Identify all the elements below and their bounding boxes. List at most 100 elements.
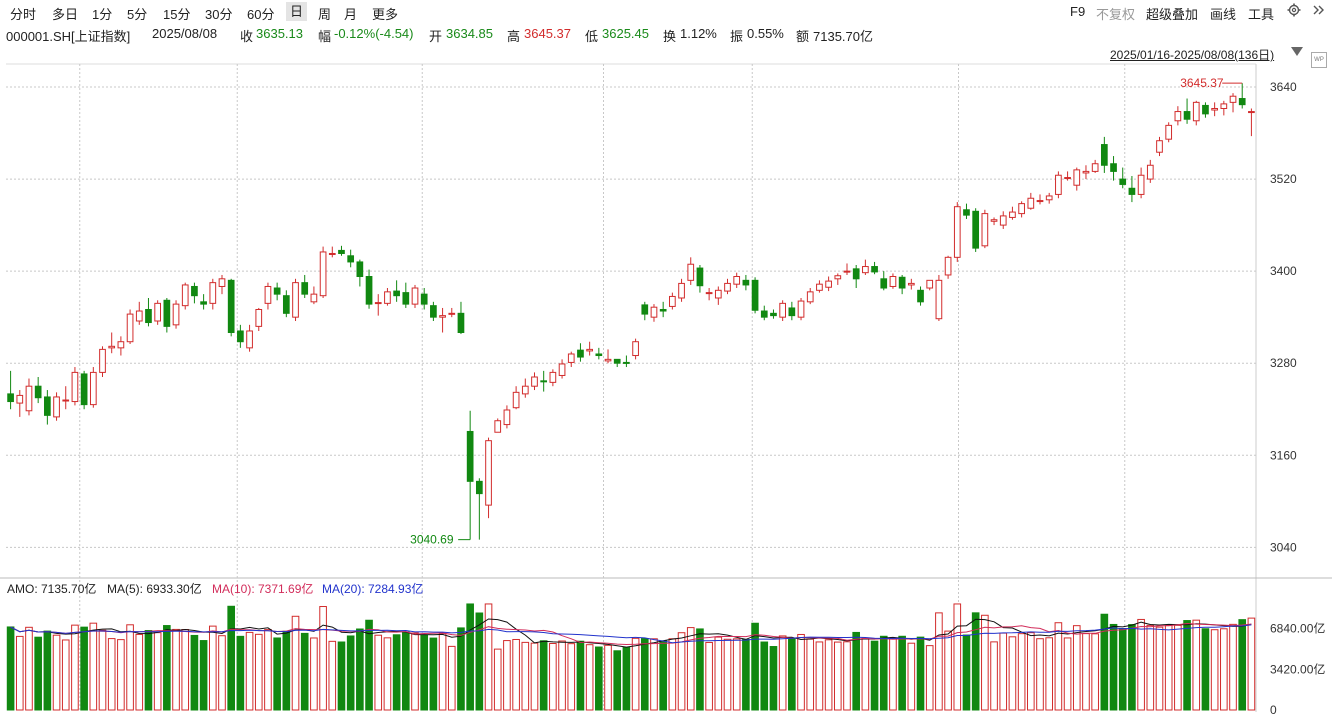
candle-down <box>34 385 42 399</box>
quote-date: 2025/08/08 <box>152 26 218 41</box>
wp-icon[interactable]: WP <box>1311 52 1327 68</box>
candle-up <box>292 282 299 318</box>
candle-up <box>1036 200 1044 203</box>
candle-up <box>494 420 502 433</box>
candle-down <box>641 304 649 315</box>
candle-down <box>963 209 970 216</box>
tab-1min[interactable]: 1分 <box>92 7 113 22</box>
candle-down <box>770 312 777 317</box>
amount-bar-down <box>769 646 778 711</box>
candle-up <box>678 282 685 299</box>
amount-bar-down <box>622 647 631 711</box>
candle-up <box>512 391 520 409</box>
f9-button[interactable]: F9 <box>1070 4 1086 19</box>
candle-up <box>135 310 143 322</box>
close-label: 收 <box>240 29 254 44</box>
amount-bar-down <box>760 641 769 711</box>
amount-bar-up <box>981 614 989 711</box>
amount-bar-down <box>659 640 667 711</box>
candle-down <box>880 278 888 289</box>
candle-up <box>255 308 263 327</box>
tab-monthly[interactable]: 月 <box>344 7 358 22</box>
close-value: 3635.13 <box>256 26 303 41</box>
candle-up <box>705 292 713 295</box>
candle-up <box>1082 170 1090 174</box>
draw-line-button[interactable]: 画线 <box>1210 7 1237 22</box>
candle-down <box>871 266 878 273</box>
amount-bar-up <box>723 638 732 711</box>
amount-bar-up <box>1137 618 1145 711</box>
gear-icon[interactable] <box>1287 3 1301 17</box>
tab-60min[interactable]: 60分 <box>247 7 275 22</box>
date-range-selector[interactable]: 2025/01/16-2025/08/08(136日) <box>1110 48 1275 62</box>
candle-down <box>200 301 207 305</box>
candle-down <box>163 299 171 327</box>
amount-bar-up <box>264 629 272 711</box>
amount-bar-up <box>61 639 70 711</box>
tab-daily[interactable]: 日 <box>286 2 308 21</box>
amount-bar-down <box>879 635 888 711</box>
amount-bar-up <box>1091 633 1099 711</box>
triangle-down-icon[interactable] <box>1291 47 1303 56</box>
change-value: -0.12%(-4.54) <box>334 26 414 41</box>
low-price-label: 3040.69 <box>410 533 454 547</box>
candle-down <box>80 373 88 406</box>
candle-up <box>567 353 575 363</box>
candle-up <box>834 275 842 280</box>
amount-bar-up <box>558 640 566 711</box>
candle-up <box>319 251 327 297</box>
tab-30min[interactable]: 30分 <box>205 7 233 22</box>
candle-up <box>862 266 869 274</box>
amount-bar-down <box>190 634 199 711</box>
amount-bar-up <box>98 629 107 711</box>
amount-bar-up <box>484 603 493 711</box>
amount-bar-down <box>852 631 860 711</box>
quote-info-bar: 000001.SH[上证指数] 2025/08/08 收 3635.13 幅 -… <box>0 24 1332 44</box>
amount-bar-down <box>475 612 484 711</box>
amount-bar-down <box>392 634 401 711</box>
candle-up <box>71 371 79 403</box>
amount-bars <box>6 603 1256 711</box>
amount-bar-up <box>705 641 713 711</box>
turnover-label: 换 <box>663 29 677 44</box>
super-overlay-button[interactable]: 超级叠加 <box>1146 7 1199 22</box>
candle-up <box>246 330 253 349</box>
candle-down <box>237 330 244 343</box>
double-chevron-right-icon[interactable] <box>1312 3 1326 17</box>
amount-bar-up <box>585 644 594 711</box>
tab-5min[interactable]: 5分 <box>127 7 148 22</box>
candle-up <box>558 363 566 376</box>
amount-bar-down <box>898 635 906 711</box>
tab-fenshi[interactable]: 分时 <box>10 7 37 22</box>
candle-down <box>1183 111 1191 120</box>
amount-tick-label: 6840.00亿 <box>1270 621 1325 636</box>
amount-bar-up <box>493 648 502 711</box>
amount-bar-down <box>576 640 585 711</box>
tab-duori[interactable]: 多日 <box>52 7 79 22</box>
candle-up <box>1045 195 1053 201</box>
tools-button[interactable]: 工具 <box>1248 7 1275 22</box>
candle-up <box>411 287 419 305</box>
amount-bar-up <box>135 633 144 711</box>
candle-up <box>1248 111 1255 114</box>
amount-bar-up <box>631 637 640 711</box>
candle-down <box>420 293 428 305</box>
candle-up <box>218 278 226 287</box>
candle-up <box>1146 164 1154 180</box>
candle-down <box>1128 187 1136 195</box>
candle-up <box>990 219 998 222</box>
candle-up <box>485 440 492 506</box>
no-adjust-button[interactable]: 不复权 <box>1096 7 1136 22</box>
high-value: 3645.37 <box>524 26 571 41</box>
candle-down <box>613 358 621 364</box>
candle-up <box>825 280 832 288</box>
candle-up <box>843 270 851 273</box>
amount-bar-down <box>640 638 649 711</box>
amount-bar-up <box>512 638 520 711</box>
tab-weekly[interactable]: 周 <box>318 7 332 22</box>
tab-more[interactable]: 更多 <box>372 7 399 22</box>
amount-bar-up <box>291 615 300 711</box>
candle-down <box>475 480 483 495</box>
candle-up <box>953 206 961 258</box>
tab-15min[interactable]: 15分 <box>163 7 191 22</box>
